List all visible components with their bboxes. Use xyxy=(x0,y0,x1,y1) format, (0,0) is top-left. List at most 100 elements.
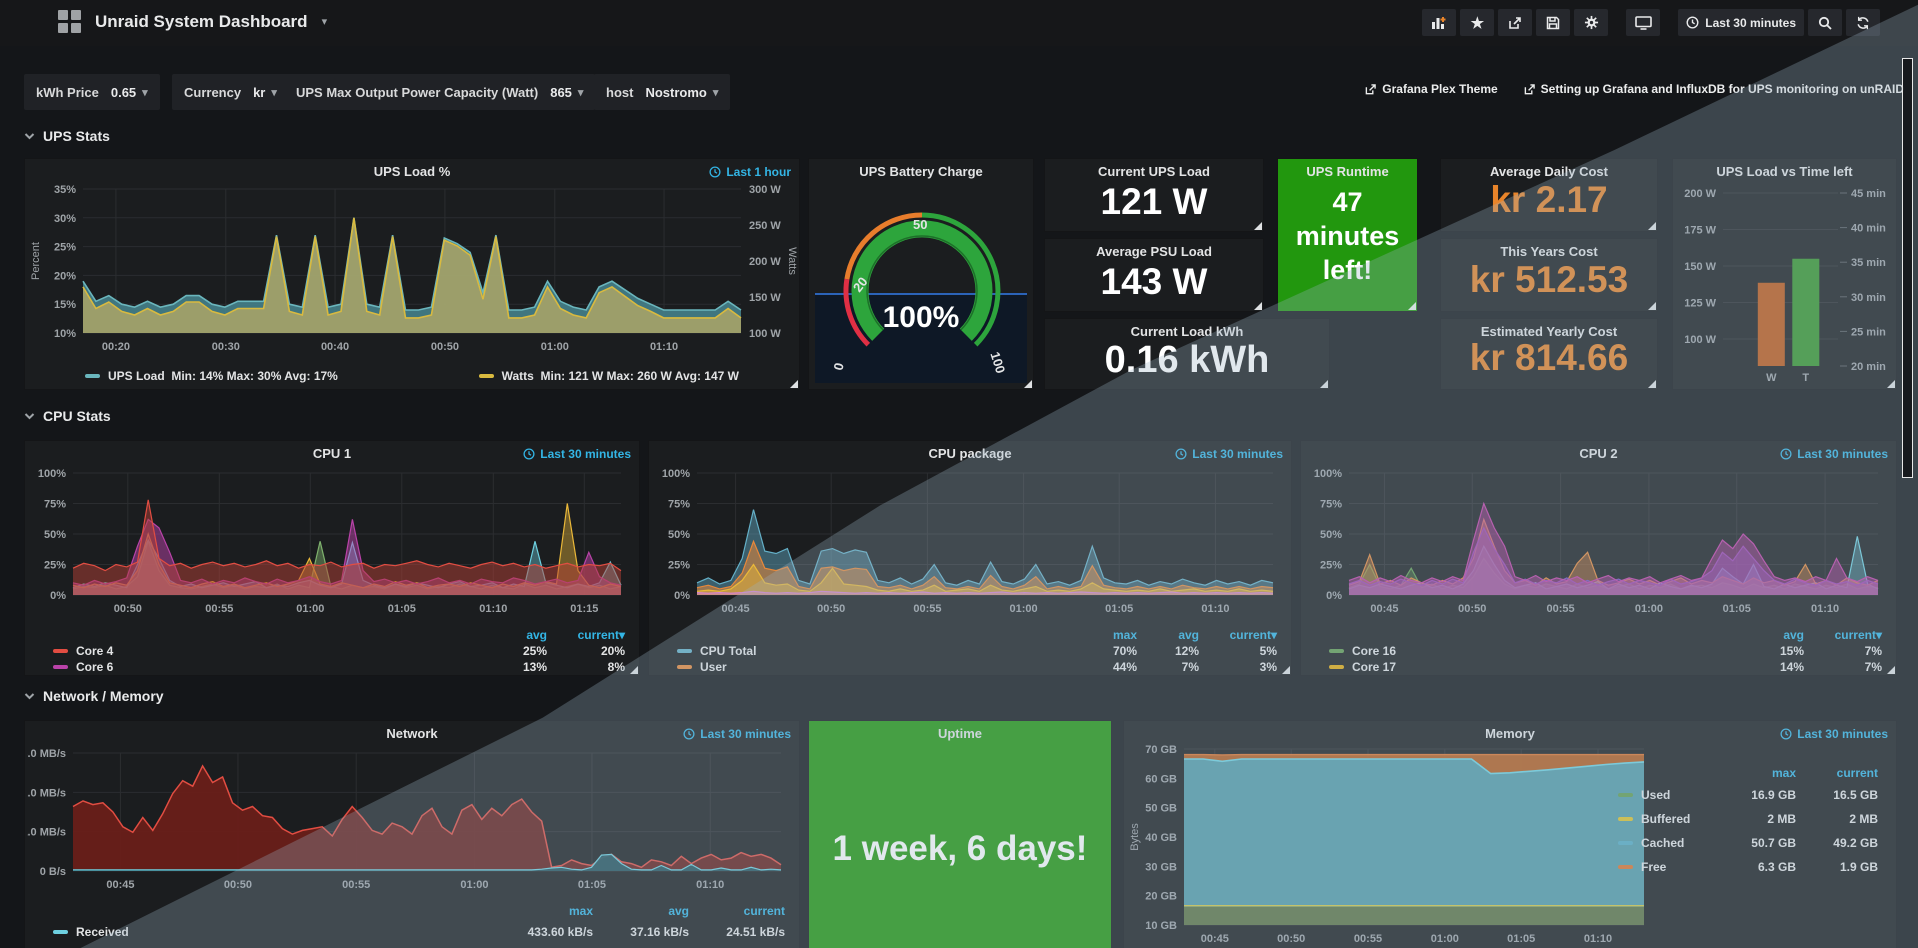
save-button[interactable] xyxy=(1536,9,1571,36)
panel-title[interactable]: Current UPS Load xyxy=(1098,164,1210,179)
svg-text:0 B/s: 0 B/s xyxy=(40,866,66,878)
panel-time-range[interactable]: Last 30 minutes xyxy=(1780,447,1888,461)
tv-mode-button[interactable] xyxy=(1626,9,1661,36)
dashboard-grid-icon[interactable] xyxy=(58,10,81,33)
panel-memory[interactable]: Memory Last 30 minutes 00:45 00:50 00:55 01… xyxy=(1123,720,1897,948)
panel-ups-load-vs-time-left[interactable]: UPS Load vs Time left 200 W 175 W 150 W 125… xyxy=(1672,158,1897,390)
ups-load-chart[interactable]: 00:20 00:30 00:40 00:50 01:00 01:10 35% 30% 25% 2… xyxy=(27,181,798,359)
svg-text:70 GB: 70 GB xyxy=(1145,744,1177,756)
svg-text:25%: 25% xyxy=(1320,560,1342,572)
panel-ups-battery[interactable]: UPS Battery Charge 50 20 0 100 100% xyxy=(808,158,1034,390)
panel-average-psu-load[interactable]: Average PSU Load 143 W xyxy=(1044,238,1264,312)
panel-time-range[interactable]: Last 30 minutes xyxy=(1175,447,1283,461)
filter-value-dropdown[interactable]: Nostromo ▾ xyxy=(645,84,719,100)
svg-text:60 GB: 60 GB xyxy=(1145,773,1177,785)
filter-kwh-price: kWh Price 0.65 ▾ xyxy=(24,74,160,110)
panel-title[interactable]: UPS Load % xyxy=(373,164,451,179)
panel-cpu1[interactable]: CPU 1 Last 30 minutes 00:50 00:55 01:00 01:… xyxy=(24,440,640,676)
panel-time-range[interactable]: Last 30 minutes xyxy=(523,447,631,461)
panel-title[interactable]: Average PSU Load xyxy=(1096,244,1212,259)
svg-text:00:45: 00:45 xyxy=(1201,933,1229,945)
panel-current-ups-load[interactable]: Current UPS Load 121 W xyxy=(1044,158,1264,232)
link-ups-monitoring-guide[interactable]: Setting up Grafana and InfluxDB for UPS … xyxy=(1524,82,1904,96)
panel-title[interactable]: Estimated Yearly Cost xyxy=(1480,324,1618,339)
panel-title[interactable]: UPS Battery Charge xyxy=(859,164,983,179)
refresh-icon xyxy=(1857,16,1869,29)
stat-value: kr 512.53 xyxy=(1469,259,1629,300)
time-range-button[interactable]: Last 30 minutes xyxy=(1678,9,1804,36)
filter-ups-max-output: UPS Max Output Power Capacity (Watt) 865… xyxy=(284,74,596,110)
panel-ups-runtime[interactable]: UPS Runtime 47 minutes left! xyxy=(1277,158,1418,312)
memory-chart[interactable]: 00:45 00:50 00:55 01:00 01:05 01:10 70 GB 60 GB… xyxy=(1126,741,1656,948)
filter-value-dropdown[interactable]: 865 ▾ xyxy=(550,84,584,100)
cpu1-legend[interactable]: avg current▾ Core 4 25% 20% Core 6 13% 8% xyxy=(53,627,625,675)
title-caret-icon[interactable]: ▾ xyxy=(321,16,328,28)
legend-row: User 44% 7% 3% xyxy=(677,659,1277,675)
svg-text:40 min: 40 min xyxy=(1851,223,1886,235)
panel-estimated-yearly-cost[interactable]: Estimated Yearly Cost kr 814.66 xyxy=(1440,318,1658,390)
svg-text:01:10: 01:10 xyxy=(479,603,507,615)
panel-network[interactable]: Network Last 30 minutes 00:45 00:50 00:55 0… xyxy=(21,720,800,948)
cpu-package-chart[interactable]: 00:45 00:50 00:55 01:00 01:05 01:10 100% 75% 50%… xyxy=(651,465,1285,621)
svg-text:01:10: 01:10 xyxy=(1811,603,1839,615)
series-dash xyxy=(478,374,494,378)
stat-value: 1 week, 6 days! xyxy=(832,829,1088,868)
panel-title[interactable]: Average Daily Cost xyxy=(1489,164,1608,179)
panel-average-daily-cost[interactable]: Average Daily Cost kr 2.17 xyxy=(1440,158,1658,232)
svg-text:01:05: 01:05 xyxy=(1105,603,1133,615)
panel-uptime[interactable]: Uptime 1 week, 6 days! xyxy=(808,720,1112,948)
external-link-icon xyxy=(1524,83,1535,94)
panel-title[interactable]: CPU 1 xyxy=(312,446,352,461)
share-button[interactable] xyxy=(1498,9,1533,36)
panel-cpu-package[interactable]: CPU package Last 30 minutes 00:45 00:50 00… xyxy=(648,440,1292,676)
filter-value-dropdown[interactable]: kr ▾ xyxy=(253,84,277,100)
search-button[interactable] xyxy=(1808,9,1842,36)
legend-watts[interactable]: Watts Min: 121 W Max: 260 W Avg: 147 W xyxy=(478,369,739,383)
panel-current-load-kwh[interactable]: Current Load kWh 0.16 kWh xyxy=(1044,318,1330,390)
cpu2-legend[interactable]: avg current▾ Core 16 15% 7% Core 17 14% 7% xyxy=(1329,627,1882,675)
svg-text:250 W: 250 W xyxy=(749,220,781,232)
filter-label: Currency xyxy=(184,84,242,100)
star-button[interactable]: ★ xyxy=(1460,9,1495,36)
panel-time-range[interactable]: Last 30 minutes xyxy=(683,727,791,741)
panel-title[interactable]: UPS Runtime xyxy=(1306,164,1389,179)
panel-title[interactable]: This Years Cost xyxy=(1500,244,1598,259)
panel-title[interactable]: CPU package xyxy=(928,446,1012,461)
cpu1-chart[interactable]: 00:50 00:55 01:00 01:05 01:10 01:15 100% 75% 50%… xyxy=(27,465,633,621)
panel-time-range[interactable]: Last 1 hour xyxy=(709,165,791,179)
ups-bar-chart[interactable]: 200 W 175 W 150 W 125 W 100 W 45 min 40 min 35 … xyxy=(1673,179,1896,385)
panel-title[interactable]: Current Load kWh xyxy=(1130,324,1244,339)
section-cpu-stats[interactable]: CPU Stats xyxy=(24,408,111,424)
network-chart[interactable]: 00:45 00:50 00:55 01:00 01:05 01:10 3.0 MB/s 2.… xyxy=(21,745,793,897)
panel-title[interactable]: Memory xyxy=(1485,726,1535,741)
add-panel-button[interactable] xyxy=(1422,9,1457,36)
clock-icon xyxy=(1780,448,1792,460)
panel-ups-load[interactable]: UPS Load % Last 1 hour 00:20 00:30 00:40 00… xyxy=(24,158,800,390)
panel-title[interactable]: UPS Load vs Time left xyxy=(1716,164,1853,179)
scrollbar-thumb[interactable] xyxy=(1902,58,1913,478)
panel-title[interactable]: Uptime xyxy=(937,726,983,741)
svg-text:00:55: 00:55 xyxy=(342,879,370,891)
cpu-package-legend[interactable]: max avg current▾ CPU Total 70% 12% 5% User 44%… xyxy=(677,627,1277,675)
refresh-button[interactable] xyxy=(1846,9,1880,36)
memory-legend[interactable]: max current Used 16.9 GB 16.5 GB Buffered 2 … xyxy=(1618,763,1878,879)
settings-button[interactable] xyxy=(1574,9,1609,36)
panel-cpu2[interactable]: CPU 2 Last 30 minutes 00:45 00:50 00:55 01:… xyxy=(1300,440,1897,676)
svg-text:2.0 MB/s: 2.0 MB/s xyxy=(27,787,66,799)
svg-text:0%: 0% xyxy=(1326,590,1342,602)
section-ups-stats[interactable]: UPS Stats xyxy=(24,128,110,144)
panel-time-range[interactable]: Last 30 minutes xyxy=(1780,727,1888,741)
cpu2-chart[interactable]: 00:45 00:50 00:55 01:00 01:05 01:10 100% 75% 50%… xyxy=(1303,465,1890,621)
link-grafana-plex-theme[interactable]: Grafana Plex Theme xyxy=(1365,82,1498,96)
panel-title[interactable]: Network xyxy=(386,726,438,741)
svg-text:20 min: 20 min xyxy=(1851,361,1886,373)
svg-text:100%: 100% xyxy=(1314,468,1342,480)
network-legend[interactable]: max avg current Received 433.60 kB/s 37.16 k… xyxy=(53,901,785,948)
filter-value-dropdown[interactable]: 0.65 ▾ xyxy=(110,84,148,100)
section-network-memory[interactable]: Network / Memory xyxy=(24,688,164,704)
panel-this-years-cost[interactable]: This Years Cost kr 512.53 xyxy=(1440,238,1658,312)
svg-text:Bytes: Bytes xyxy=(1129,823,1141,851)
legend-ups-load[interactable]: UPS Load Min: 14% Max: 30% Avg: 17% xyxy=(85,369,338,383)
panel-title[interactable]: CPU 2 xyxy=(1579,446,1618,461)
dashboard-title[interactable]: Unraid System Dashboard xyxy=(95,11,308,31)
